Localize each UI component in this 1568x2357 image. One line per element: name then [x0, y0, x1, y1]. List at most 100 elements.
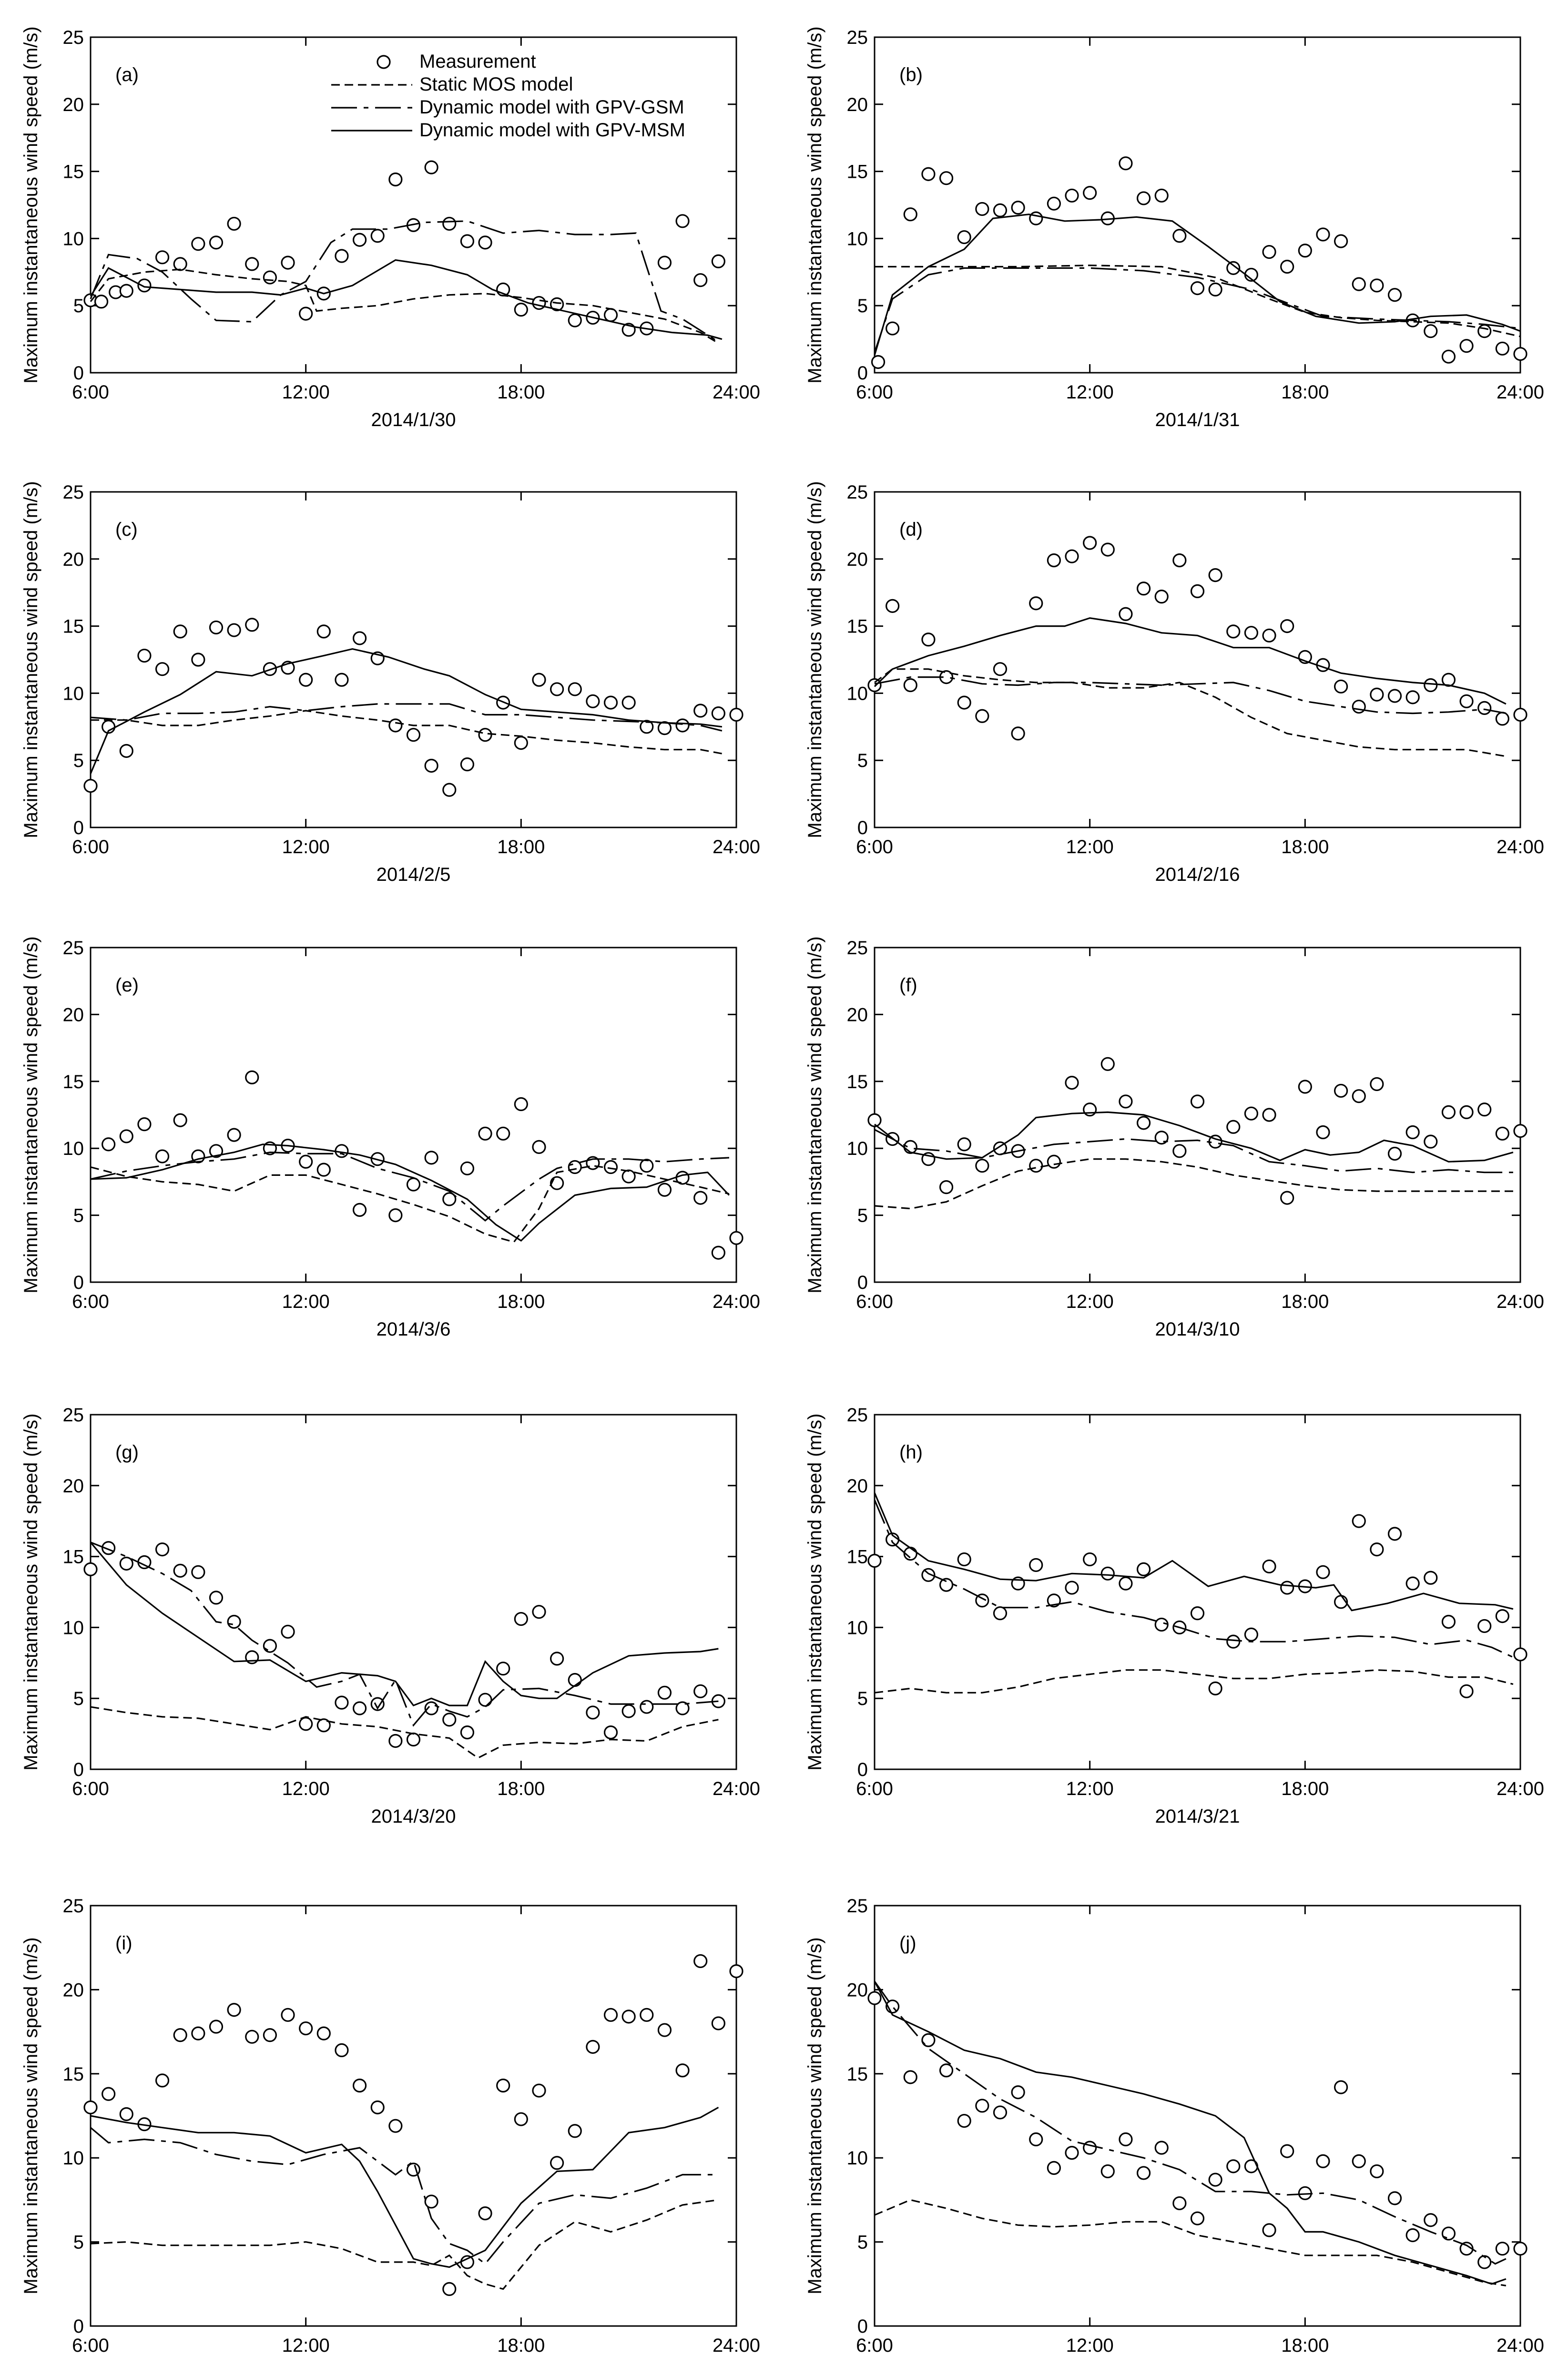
measurement-point — [316, 2026, 331, 2041]
y-tick-label: 10 — [63, 1138, 84, 1159]
y-tick-label: 15 — [63, 1071, 84, 1092]
y-tick-label: 20 — [63, 1476, 84, 1497]
x-tick-label: 6:00 — [72, 2335, 109, 2356]
x-axis-label: 2014/1/31 — [1155, 409, 1240, 430]
measurement-point — [119, 744, 133, 758]
measurement-point — [532, 673, 546, 687]
y-tick-label: 25 — [847, 27, 868, 48]
measurement-point — [1190, 1606, 1205, 1621]
measurement-point — [1280, 619, 1294, 633]
measurement-point — [1370, 278, 1384, 293]
series-line-solid — [874, 214, 1521, 356]
measurement-point — [496, 1126, 510, 1141]
x-tick-label: 18:00 — [497, 837, 545, 857]
x-axis-label: 2014/1/30 — [371, 409, 456, 430]
measurement-point — [550, 297, 564, 311]
series-line-short-dash — [90, 1165, 730, 1243]
measurement-point — [191, 653, 205, 667]
measurement-point — [1065, 188, 1079, 203]
measurement-point — [514, 303, 528, 317]
y-tick-label: 25 — [847, 1896, 868, 1917]
series-line-solid — [90, 648, 723, 775]
panel-label: (c) — [115, 519, 138, 540]
y-tick-label: 20 — [63, 1004, 84, 1025]
y-tick-label: 0 — [857, 1759, 868, 1780]
y-tick-label: 25 — [847, 938, 868, 959]
measurement-point — [621, 695, 636, 710]
measurement-point — [693, 1954, 708, 1969]
measurement-point — [1262, 2223, 1276, 2237]
measurement-point — [1011, 2085, 1025, 2100]
y-axis-label: Maximum instantaneous wind speed (m/s) — [804, 936, 825, 1293]
y-tick-label: 0 — [857, 363, 868, 384]
measurement-point — [1513, 347, 1527, 361]
series-line-solid — [90, 1541, 719, 1707]
measurement-point — [299, 673, 313, 687]
x-axis-label: 2014/3/21 — [1155, 1806, 1240, 1827]
series-line-long-dash — [90, 1541, 719, 1727]
measurement-point — [640, 720, 654, 734]
y-tick-label: 5 — [857, 750, 868, 771]
measurement-point — [1244, 1627, 1259, 1642]
measurement-point — [1136, 2166, 1151, 2180]
measurement-point — [586, 1705, 600, 1720]
measurement-point — [102, 2087, 116, 2101]
panel-d: 0 5 10 15 20 25 6:00 12:00 18:00 24:00 2014/2/16 Ma… — [804, 481, 1544, 885]
series-line-short-dash — [90, 268, 719, 344]
measurement-point — [1136, 191, 1151, 205]
measurement-point — [496, 2078, 510, 2093]
measurement-point — [1352, 1514, 1366, 1528]
measurement-point — [1172, 2196, 1187, 2211]
x-tick-label: 12:00 — [282, 837, 330, 857]
measurement-point — [155, 662, 170, 676]
measurement-point — [245, 1070, 259, 1084]
panel-j: 05101520256:0012:0018:0024:002014/3/31Ma… — [804, 1896, 1544, 2356]
measurement-point — [442, 783, 457, 797]
measurement-point — [711, 254, 725, 268]
legend-label: Dynamic model with GPV-GSM — [419, 97, 684, 118]
measurement-point — [424, 1701, 438, 1715]
measurement-point — [1334, 234, 1348, 248]
y-tick-label: 10 — [847, 2148, 868, 2169]
measurement-point — [209, 1591, 224, 1605]
measurement-point — [1280, 1191, 1294, 1205]
measurement-point — [603, 2008, 618, 2022]
x-tick-label: 12:00 — [1066, 382, 1114, 403]
measurement-point — [1119, 156, 1133, 171]
measurement-point — [975, 202, 989, 216]
y-tick-label: 0 — [73, 363, 84, 384]
y-tick-label: 15 — [63, 2064, 84, 2085]
measurement-point — [424, 160, 438, 174]
y-tick-label: 10 — [847, 228, 868, 249]
measurement-point — [119, 1556, 133, 1571]
y-tick-label: 0 — [73, 1759, 84, 1780]
measurement-point — [478, 1693, 492, 1707]
measurement-point — [675, 2063, 690, 2078]
y-axis-label: Maximum instantaneous wind speed (m/s) — [20, 481, 41, 838]
panel-label: (b) — [899, 64, 923, 85]
panel-label: (f) — [899, 975, 917, 996]
measurement-point — [603, 1160, 618, 1174]
measurement-point — [1029, 596, 1043, 611]
x-tick-label: 12:00 — [1066, 1778, 1114, 1799]
measurement-point — [299, 1717, 313, 1731]
measurement-point — [281, 2008, 295, 2022]
x-tick-label: 18:00 — [497, 1291, 545, 1312]
measurement-point — [957, 1137, 971, 1152]
measurement-point — [1047, 553, 1061, 568]
panel-b: 0 5 10 15 20 25 6:00 12:00 18:00 24:00 2014/1/31 Ma… — [804, 26, 1544, 430]
measurement-point — [729, 1964, 743, 1979]
measurement-point — [388, 1734, 403, 1748]
measurement-point — [173, 1113, 187, 1127]
legend-marker — [377, 55, 391, 69]
measurement-point — [1513, 2242, 1527, 2256]
series-line-short-dash — [874, 1158, 1513, 1210]
panel-label: (h) — [899, 1442, 923, 1463]
panel-label: (g) — [115, 1442, 139, 1463]
measurement-point — [209, 1144, 224, 1158]
measurement-point — [939, 1180, 954, 1194]
measurement-point — [227, 623, 241, 637]
measurement-point — [335, 1695, 349, 1710]
measurement-point — [155, 2073, 170, 2088]
y-tick-label: 10 — [847, 1138, 868, 1159]
